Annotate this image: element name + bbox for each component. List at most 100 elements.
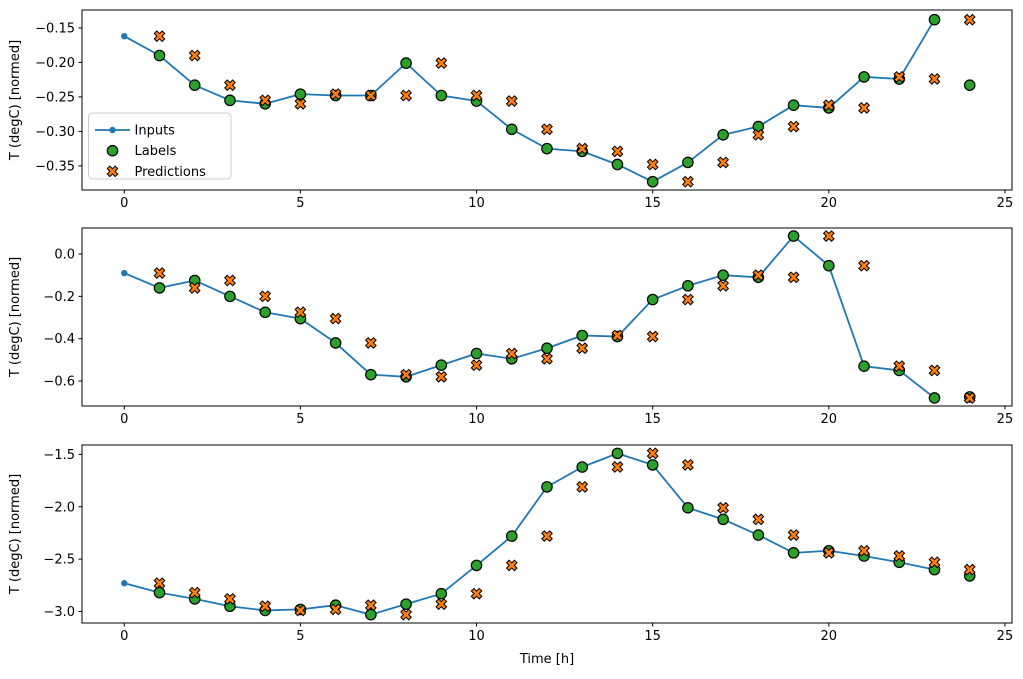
x-axis: 0 5 10 15 20 25 (120, 406, 1013, 427)
prediction-marker (188, 586, 201, 599)
label-marker (858, 71, 870, 83)
y-tick-label: −0.4 (43, 332, 75, 347)
label-marker (188, 79, 201, 91)
legend-dot-icon (109, 126, 116, 134)
y-tick-label: −1.5 (43, 448, 75, 463)
prediction-marker (963, 563, 976, 576)
label-marker (611, 447, 624, 460)
prediction-marker (611, 461, 624, 473)
label-marker (541, 342, 553, 355)
predictions-series (153, 230, 976, 404)
prediction-marker (541, 123, 553, 136)
label-marker (717, 513, 729, 526)
prediction-marker (928, 556, 941, 569)
prediction-marker (329, 312, 342, 325)
label-marker (611, 158, 624, 171)
x-tick-label: 15 (644, 412, 661, 427)
prediction-marker (435, 370, 448, 383)
prediction-marker (928, 364, 941, 377)
x-axis: 0 5 10 15 20 25 (120, 623, 1013, 644)
prediction-marker (752, 128, 765, 141)
label-marker (329, 337, 342, 349)
prediction-marker (787, 271, 800, 284)
prediction-marker (681, 293, 694, 306)
prediction-marker (294, 604, 307, 617)
x-axis-title: Time [h] (519, 652, 574, 667)
label-marker (294, 88, 307, 100)
label-marker (400, 57, 412, 69)
label-marker (153, 586, 166, 599)
prediction-marker (470, 359, 483, 372)
subplot-3: 0 5 10 15 20 25 −1.5 −2.0 −2.5 −3.0 T (degC) [norm… (8, 444, 1013, 667)
prediction-marker (576, 142, 589, 155)
y-tick-label: −2.5 (43, 553, 75, 568)
axes-spines (81, 9, 1013, 191)
prediction-marker (611, 145, 624, 158)
inputs-series (121, 450, 938, 618)
prediction-marker (224, 592, 236, 605)
y-axis-title: T (degC) [normed] (8, 474, 23, 595)
prediction-marker (752, 269, 765, 282)
x-tick-label: 5 (296, 196, 304, 211)
prediction-marker (858, 259, 870, 272)
prediction-marker (294, 97, 307, 110)
subplot-1: 0 5 10 15 20 25 −0.15 −0.20 −0.25 −0.30 −0.35 T (de… (8, 9, 1013, 211)
x-tick-label: 15 (644, 196, 661, 211)
x-tick-label: 20 (821, 412, 838, 427)
prediction-marker (505, 559, 518, 572)
label-marker (435, 587, 448, 600)
prediction-marker (153, 577, 166, 590)
label-marker (682, 279, 694, 292)
y-axis: −1.5 −2.0 −2.5 −3.0 (43, 448, 82, 620)
input-point-marker (121, 33, 128, 40)
label-marker (153, 49, 166, 62)
prediction-marker (752, 513, 765, 526)
x-tick-label: 5 (296, 412, 304, 427)
prediction-marker (893, 70, 906, 83)
x-tick-label: 25 (997, 412, 1014, 427)
x-tick-label: 10 (468, 412, 485, 427)
label-marker (576, 461, 589, 473)
y-tick-label: −0.15 (35, 21, 75, 36)
prediction-marker (681, 175, 694, 188)
prediction-marker (822, 546, 835, 559)
y-tick-label: −0.20 (35, 56, 75, 71)
y-tick-label: −3.0 (43, 605, 75, 620)
prediction-marker (541, 352, 553, 365)
prediction-marker (717, 279, 730, 292)
label-marker (224, 290, 236, 303)
prediction-marker (259, 290, 272, 303)
prediction-marker (646, 447, 659, 460)
prediction-marker (893, 550, 906, 562)
axes-spines (81, 227, 1013, 407)
x-tick-label: 5 (296, 629, 304, 644)
labels-series (153, 230, 976, 404)
y-tick-label: −0.2 (43, 290, 75, 305)
predictions-series (153, 447, 976, 621)
prediction-marker (470, 89, 483, 102)
label-marker (541, 142, 553, 155)
y-tick-label: −2.0 (43, 500, 75, 515)
prediction-marker (963, 392, 976, 404)
prediction-marker (153, 30, 166, 43)
label-marker (787, 547, 800, 559)
legend-circle-icon (106, 144, 119, 157)
label-marker (224, 94, 236, 107)
label-marker (646, 293, 659, 306)
x-axis: 0 5 10 15 20 25 (120, 190, 1013, 211)
label-marker (682, 502, 694, 514)
legend-label: Predictions (135, 165, 207, 180)
prediction-marker (576, 480, 589, 493)
subplot-2: 0 5 10 15 20 25 0.0 −0.2 −0.4 −0.6 T (degC) [norme… (8, 227, 1013, 427)
label-marker (928, 13, 941, 26)
prediction-marker (188, 281, 201, 294)
inputs-line (123, 19, 936, 183)
prediction-marker (259, 94, 272, 107)
prediction-marker (787, 529, 800, 541)
prediction-marker (364, 336, 377, 349)
label-marker (470, 559, 483, 572)
label-marker (259, 306, 271, 319)
label-marker (505, 123, 518, 136)
inputs-series (121, 16, 938, 185)
